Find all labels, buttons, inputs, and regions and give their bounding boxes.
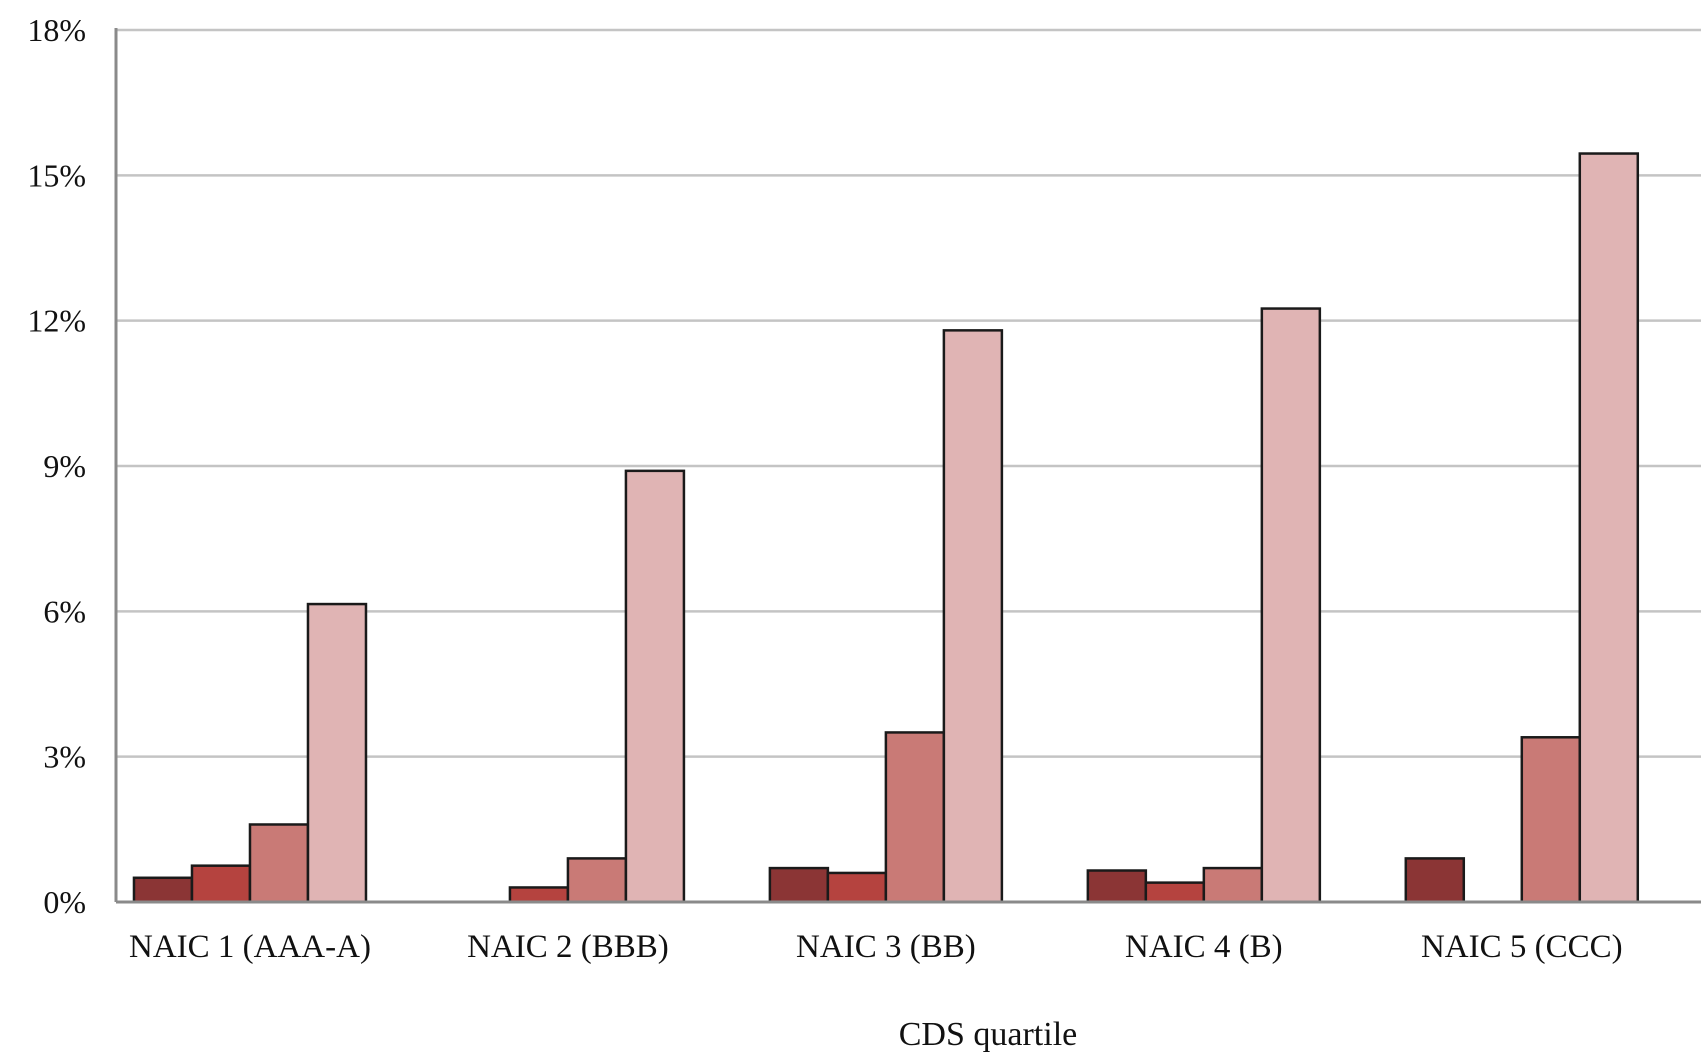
y-tick-label: 3%	[43, 739, 86, 775]
bar-1-3	[248, 823, 310, 904]
bar-3-3	[884, 731, 946, 904]
x-category-label: NAIC 5 (CCC)	[1421, 929, 1623, 965]
bar-3-1	[768, 866, 830, 904]
x-category-labels: NAIC 1 (AAA-A) NAIC 2 (BBB) NAIC 3 (BB) NAI…	[129, 929, 1623, 965]
bar-4-4	[1260, 307, 1322, 904]
bar-4-3	[1202, 866, 1264, 904]
bar-5-4	[1578, 152, 1640, 904]
y-tick-labels: 0% 3% 6% 9% 12% 15% 18%	[27, 12, 86, 920]
y-tick-label: 15%	[27, 157, 86, 193]
y-tick-label: 0%	[43, 884, 86, 920]
bar-2-4	[624, 469, 686, 904]
bar-5-3	[1520, 736, 1582, 904]
bars	[132, 152, 1640, 904]
gridlines	[116, 28, 1701, 758]
y-tick-label: 18%	[27, 12, 86, 48]
bar-3-4	[942, 329, 1004, 904]
x-category-label: NAIC 3 (BB)	[796, 929, 976, 965]
bar-4-1	[1086, 869, 1148, 904]
bar-1-4	[306, 602, 368, 904]
x-category-label: NAIC 4 (B)	[1125, 929, 1283, 965]
bar-1-2	[190, 864, 252, 904]
bar-2-3	[566, 857, 628, 904]
bar-4-2	[1144, 881, 1206, 904]
y-tick-label: 9%	[43, 448, 86, 484]
bar-3-2	[826, 871, 888, 904]
x-axis-label: CDS quartile	[899, 1016, 1077, 1053]
x-category-label: NAIC 2 (BBB)	[467, 929, 669, 965]
bar-5-1	[1404, 857, 1466, 904]
x-category-label: NAIC 1 (AAA-A)	[129, 929, 371, 965]
bar-1-1	[132, 876, 194, 904]
axes	[114, 28, 1701, 904]
bar-2-2	[508, 886, 570, 904]
y-tick-label: 6%	[43, 593, 86, 629]
y-tick-label: 12%	[27, 303, 86, 339]
